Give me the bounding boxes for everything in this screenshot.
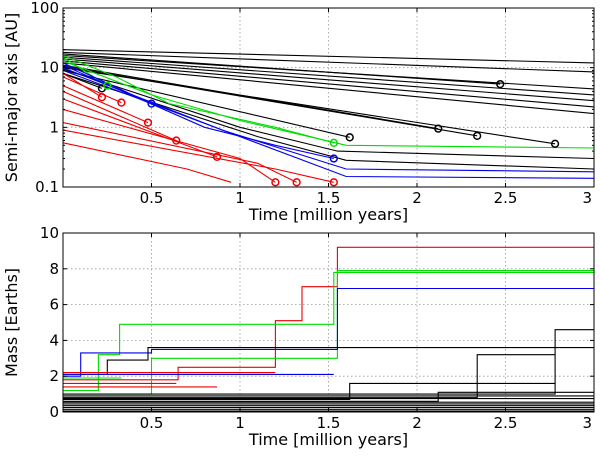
series-line-7	[63, 391, 594, 402]
series-line-6	[63, 60, 594, 108]
x-tick-label: 2	[412, 189, 422, 207]
ejection-marker-10	[550, 139, 560, 148]
y-axis-label: Mass [Earths]	[2, 268, 21, 377]
ejection-marker-15	[329, 138, 338, 147]
series-line-15	[63, 54, 334, 144]
series-line-13	[63, 72, 594, 170]
series-line-23	[63, 76, 122, 104]
series-line-5	[63, 329, 594, 395]
series-line-0	[63, 49, 594, 64]
series-line-3	[63, 54, 594, 90]
series-group	[63, 246, 594, 412]
ejection-marker-23	[117, 98, 126, 107]
series-line-20	[63, 67, 594, 173]
x-tick-label: 2	[412, 414, 422, 432]
ejection-marker-24	[143, 118, 153, 127]
y-tick-label: 8	[49, 260, 59, 278]
x-tick-label: 1	[235, 189, 245, 207]
series-line-6	[63, 354, 556, 399]
series-line-16	[63, 60, 594, 149]
ejection-marker-11	[345, 133, 354, 142]
x-tick-label: 0.5	[140, 189, 164, 207]
x-tick-label: 0.5	[140, 414, 164, 432]
series-line-12	[63, 68, 594, 160]
ejection-marker-25	[172, 136, 181, 145]
series-line-27	[63, 108, 276, 183]
ejection-marker-28	[292, 178, 301, 187]
x-tick-label: 2.5	[494, 414, 518, 432]
series-line-28	[63, 122, 297, 183]
series-line-4	[63, 56, 594, 96]
x-tick-label: 3	[582, 189, 592, 207]
x-axis-label: Time [million years]	[248, 205, 408, 224]
y-tick-label: 0.1	[35, 178, 59, 196]
ejection-marker-18	[147, 99, 156, 108]
x-tick-label: 1.5	[317, 414, 341, 432]
x-axis-label: Time [million years]	[248, 430, 408, 449]
mass-panel: 0.5 1 1.5 2 2.5 3 0 2 4 6 8 10 Time [million years] M…	[2, 224, 595, 449]
series-line-29	[63, 129, 334, 183]
ejection-marker-8	[434, 124, 443, 133]
ejection-marker-27	[271, 178, 280, 187]
y-tick-label: 100	[30, 0, 59, 17]
ejection-marker-22	[97, 93, 107, 102]
ejection-marker-2	[496, 79, 505, 89]
ejection-marker-9	[473, 131, 482, 140]
y-tick-label: 10	[40, 224, 59, 242]
series-line-1	[63, 51, 594, 73]
ejection-marker-17	[103, 81, 112, 90]
y-tick-label: 6	[49, 296, 59, 314]
series-line-5	[63, 58, 594, 102]
y-tick-label: 1	[49, 118, 59, 136]
y-tick-label: 0	[49, 403, 59, 421]
series-line-0	[63, 246, 594, 381]
x-tick-label: 3	[582, 414, 592, 432]
x-tick-label: 1	[235, 414, 245, 432]
series-line-10	[63, 67, 556, 145]
ejection-marker-19	[329, 154, 338, 163]
series-line-8	[63, 382, 556, 401]
series-line-21	[63, 69, 594, 179]
y-tick-label: 4	[49, 331, 59, 349]
series-line-30	[63, 142, 232, 183]
series-group	[63, 49, 594, 183]
series-line-11	[63, 69, 350, 138]
semi-major-axis-panel: 0.5 1 1.5 2 2.5 3 0.1 1 10 100 Time [million years…	[2, 0, 595, 224]
ejection-marker-29	[329, 178, 338, 187]
x-tick-label: 2.5	[494, 189, 518, 207]
series-line-14	[63, 72, 103, 89]
series-line-25	[63, 90, 177, 142]
series-line-19	[63, 64, 334, 160]
series-line-1	[63, 271, 594, 392]
series-line-24	[63, 85, 149, 124]
ejection-marker-26	[212, 152, 222, 162]
y-tick-label: 2	[49, 367, 59, 385]
y-tick-label: 10	[40, 59, 59, 77]
series-line-7	[63, 62, 594, 115]
y-axis-label: Semi-major axis [AU]	[2, 13, 21, 182]
x-tick-label: 1.5	[317, 189, 341, 207]
series-line-26	[63, 98, 218, 158]
